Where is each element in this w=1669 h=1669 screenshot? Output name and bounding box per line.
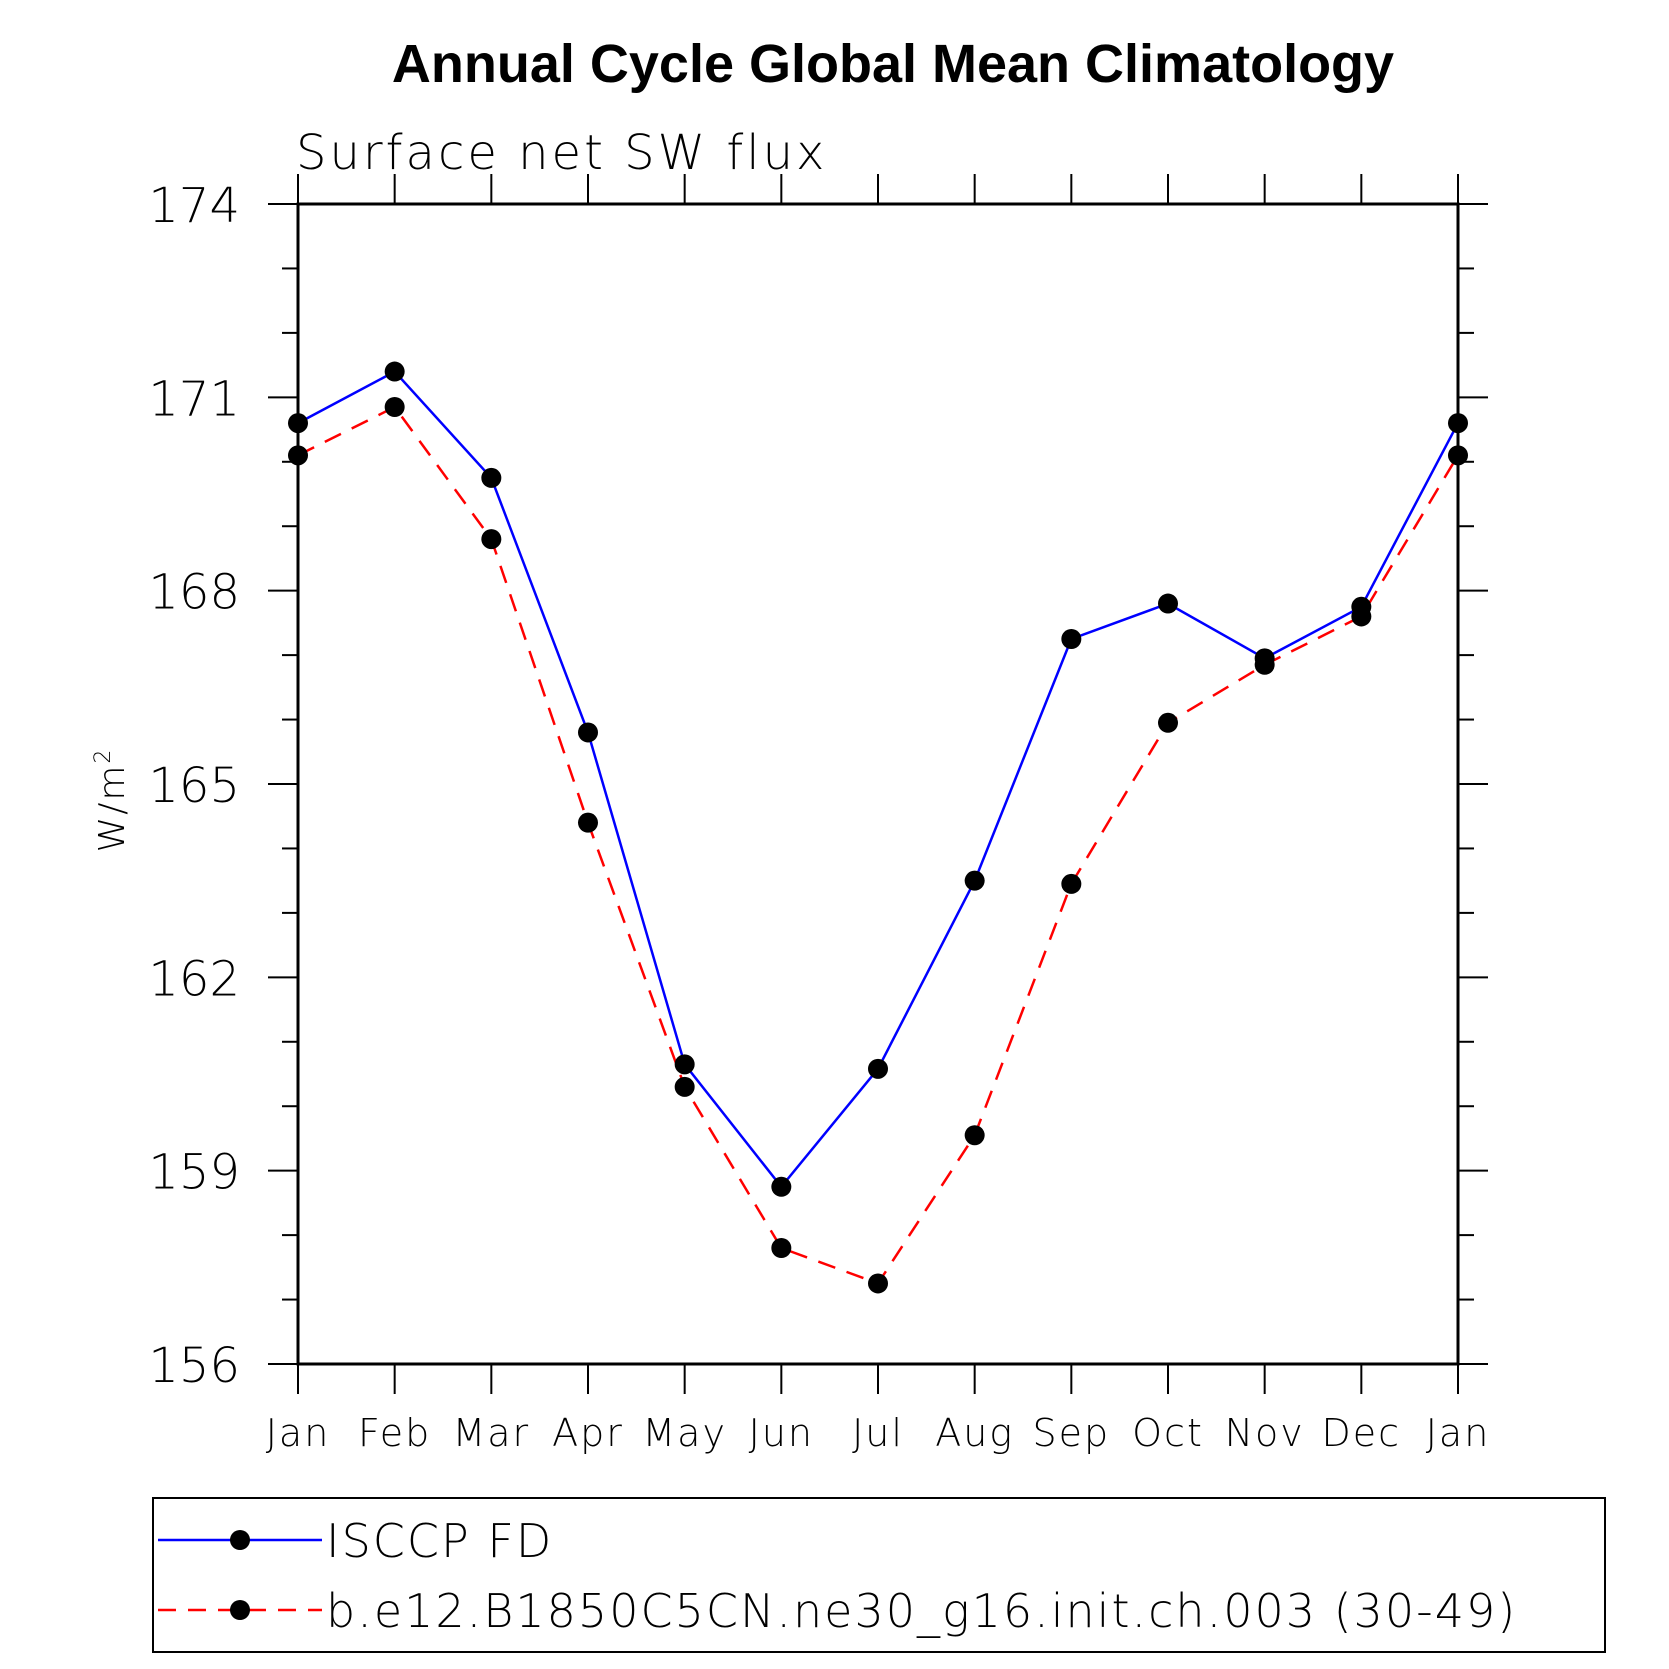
data-point-series-1 <box>674 1054 695 1075</box>
data-point-series-2 <box>384 397 405 417</box>
series-markers <box>288 361 1468 1294</box>
x-tick-label: Jul <box>852 1411 904 1455</box>
data-point-series-1 <box>868 1058 888 1079</box>
chart-subtitle: Surface net SW flux <box>296 125 827 181</box>
y-tick-label: 162 <box>148 951 240 1007</box>
data-point-series-1 <box>288 413 308 434</box>
legend: ISCCP FD b.e12.B1850C5CN.ne30_g16.init.ch… <box>152 1497 1606 1653</box>
data-point-series-2 <box>288 445 308 466</box>
data-point-series-2 <box>1061 873 1082 894</box>
x-tick-label: Mar <box>452 1411 530 1455</box>
y-tick-label: 168 <box>148 565 240 621</box>
legend-box <box>152 1497 1606 1653</box>
y-tick-label: 165 <box>148 758 240 814</box>
data-point-series-2 <box>1158 712 1178 733</box>
x-tick-label: Nov <box>1225 1411 1305 1455</box>
data-point-series-1 <box>481 467 502 488</box>
legend-marker-2 <box>230 1600 250 1620</box>
legend-label-2: b.e12.B1850C5CN.ne30_g16.init.ch.003 (30… <box>326 1584 1517 1638</box>
y-axis-label-superscript: 2 <box>91 748 116 764</box>
y-tick-label: 159 <box>148 1145 240 1201</box>
data-point-series-2 <box>578 812 598 833</box>
data-point-series-2 <box>771 1238 792 1258</box>
x-tick-label: Dec <box>1322 1411 1402 1455</box>
x-tick-label: Oct <box>1132 1411 1204 1455</box>
y-tick-labels: 156 159 162 165 168 171 174 <box>148 178 240 1394</box>
axis-ticks <box>268 174 1488 1394</box>
x-tick-label: Jan <box>1426 1411 1491 1455</box>
x-tick-label: Aug <box>935 1411 1014 1455</box>
data-point-series-2 <box>674 1076 695 1097</box>
series-line-2 <box>297 405 1460 1285</box>
legend-marker-1 <box>230 1530 250 1550</box>
y-tick-label: 156 <box>148 1338 240 1394</box>
data-point-series-1 <box>1158 593 1178 614</box>
data-point-series-2 <box>1254 654 1275 675</box>
data-point-series-1 <box>964 870 985 891</box>
x-tick-label: Apr <box>552 1411 624 1455</box>
series-lines <box>297 370 1460 1285</box>
x-tick-label: Sep <box>1033 1411 1111 1455</box>
x-tick-label: Feb <box>358 1411 431 1455</box>
y-tick-label: 174 <box>148 178 240 234</box>
y-tick-label: 171 <box>148 371 240 427</box>
data-point-series-1 <box>1061 629 1082 649</box>
data-point-series-2 <box>1448 445 1468 466</box>
data-point-series-1 <box>384 361 405 382</box>
data-point-series-1 <box>1448 413 1468 434</box>
x-tick-label: Jun <box>749 1411 814 1455</box>
data-point-series-1 <box>578 722 598 743</box>
y-axis-label-text: W/m <box>92 764 133 853</box>
x-tick-label: Jan <box>266 1411 331 1455</box>
data-point-series-2 <box>868 1273 888 1294</box>
data-point-series-2 <box>481 529 502 550</box>
legend-label-1: ISCCP FD <box>326 1514 553 1568</box>
data-point-series-2 <box>1351 606 1372 627</box>
plot-frame <box>296 202 1460 1366</box>
x-tick-label: May <box>642 1411 727 1455</box>
data-point-series-1 <box>771 1176 792 1197</box>
chart-title: Annual Cycle Global Mean Climatology <box>392 34 1394 94</box>
x-tick-labels: Jan Feb Mar Apr May Jun Jul Aug Sep Oct Nov Dec Jan <box>266 1411 1491 1455</box>
data-point-series-2 <box>964 1125 985 1146</box>
y-axis-label: W/m2 <box>91 748 133 853</box>
